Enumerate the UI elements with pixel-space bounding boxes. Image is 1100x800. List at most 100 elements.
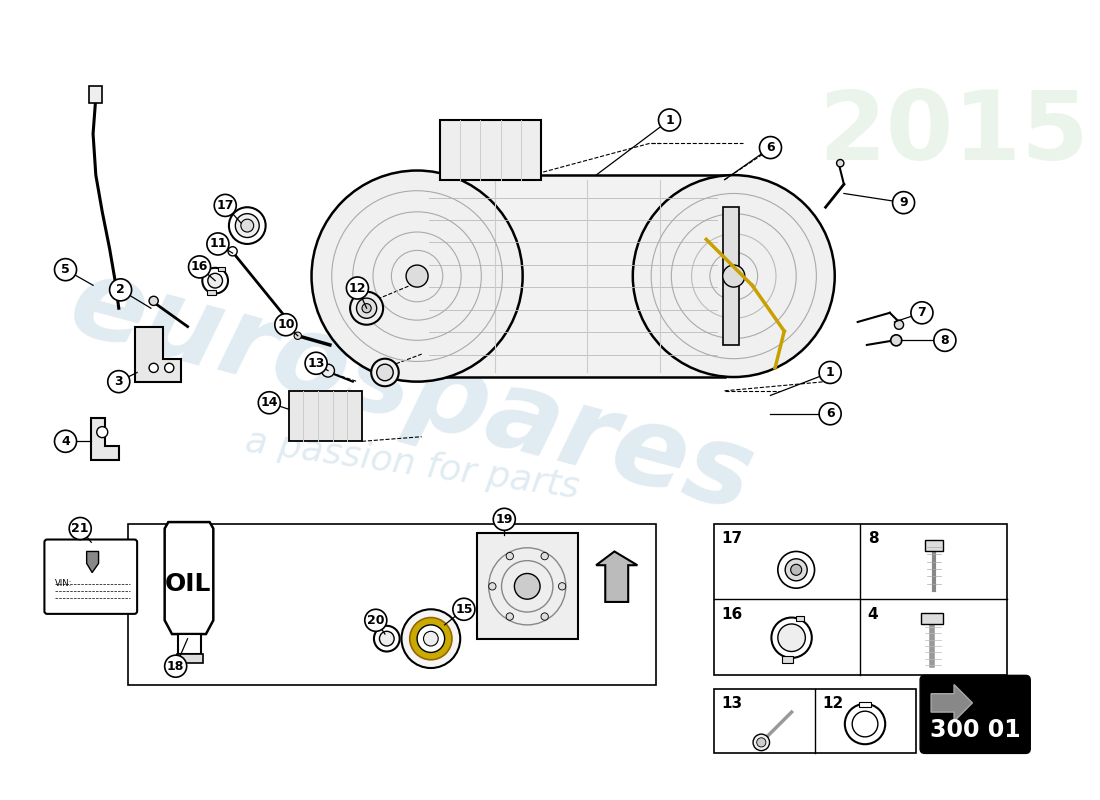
Text: 300 01: 300 01 [930, 718, 1021, 742]
Circle shape [778, 551, 814, 588]
Circle shape [188, 256, 210, 278]
Text: 3: 3 [114, 375, 123, 388]
Circle shape [374, 626, 399, 651]
Text: 9: 9 [900, 196, 908, 209]
Text: eurospares: eurospares [59, 248, 766, 534]
Bar [421, 175, 725, 377]
Bar [288, 391, 362, 442]
Text: 4: 4 [62, 435, 70, 448]
Text: 7: 7 [917, 306, 926, 319]
Circle shape [659, 109, 681, 131]
Polygon shape [165, 522, 213, 634]
Circle shape [934, 330, 956, 351]
Circle shape [356, 298, 376, 318]
Text: 2: 2 [117, 283, 125, 296]
Text: a passion for parts: a passion for parts [243, 424, 582, 505]
Text: 20: 20 [367, 614, 385, 626]
Circle shape [362, 304, 371, 313]
Bar [128, 524, 656, 685]
Circle shape [515, 574, 540, 599]
Text: 21: 21 [72, 522, 89, 535]
Circle shape [379, 631, 394, 646]
Circle shape [229, 207, 265, 244]
Circle shape [892, 192, 914, 214]
Circle shape [150, 363, 158, 373]
Circle shape [55, 430, 77, 452]
Polygon shape [596, 551, 637, 602]
Circle shape [108, 370, 130, 393]
Bar [177, 654, 204, 663]
Circle shape [424, 631, 438, 646]
Circle shape [402, 610, 460, 668]
Circle shape [311, 170, 522, 382]
Circle shape [559, 582, 565, 590]
Circle shape [632, 175, 835, 377]
Circle shape [791, 564, 802, 575]
Circle shape [258, 392, 280, 414]
Circle shape [911, 302, 933, 324]
Circle shape [228, 246, 238, 256]
Circle shape [202, 268, 228, 294]
Text: 5: 5 [62, 263, 70, 276]
Circle shape [778, 624, 805, 651]
Bar [796, 616, 803, 622]
Text: 10: 10 [277, 318, 295, 331]
Circle shape [820, 362, 842, 383]
Bar [714, 524, 1008, 675]
Circle shape [150, 296, 158, 306]
Text: 16: 16 [191, 261, 208, 274]
Bar [207, 290, 216, 295]
Text: 11: 11 [209, 238, 227, 250]
Bar [723, 207, 739, 345]
Text: 6: 6 [826, 407, 835, 420]
Text: 18: 18 [167, 660, 185, 673]
Bar [178, 634, 201, 654]
Circle shape [350, 292, 383, 325]
Text: 15: 15 [455, 602, 473, 616]
Circle shape [376, 364, 393, 381]
Circle shape [346, 277, 368, 299]
Polygon shape [91, 418, 119, 460]
Circle shape [506, 553, 514, 560]
Text: 12: 12 [349, 282, 366, 294]
Bar [782, 656, 793, 663]
Circle shape [97, 426, 108, 438]
Bar [89, 86, 102, 102]
Text: 8: 8 [868, 531, 879, 546]
Circle shape [453, 598, 475, 620]
Circle shape [541, 613, 548, 620]
Text: 17: 17 [217, 199, 234, 212]
Circle shape [409, 618, 452, 660]
Circle shape [208, 274, 222, 288]
Circle shape [165, 655, 187, 678]
Bar [859, 702, 871, 707]
Circle shape [488, 582, 496, 590]
Circle shape [365, 610, 387, 631]
Circle shape [759, 137, 781, 158]
Circle shape [69, 518, 91, 539]
Text: 17: 17 [720, 531, 742, 546]
Text: 13: 13 [307, 357, 324, 370]
Circle shape [275, 314, 297, 336]
Text: 13: 13 [720, 697, 742, 711]
FancyBboxPatch shape [44, 539, 138, 614]
Circle shape [235, 214, 260, 238]
Text: 8: 8 [940, 334, 949, 347]
Circle shape [891, 335, 902, 346]
Circle shape [493, 508, 515, 530]
Circle shape [757, 738, 766, 747]
Circle shape [754, 734, 770, 750]
Circle shape [207, 233, 229, 255]
Text: 19: 19 [496, 513, 513, 526]
Text: OIL: OIL [164, 571, 211, 595]
Circle shape [820, 402, 842, 425]
Bar [925, 539, 943, 550]
Circle shape [55, 258, 77, 281]
Bar [714, 689, 915, 754]
Bar [476, 533, 578, 638]
Circle shape [723, 265, 745, 287]
Circle shape [406, 265, 428, 287]
Circle shape [541, 553, 548, 560]
Polygon shape [931, 685, 972, 722]
Circle shape [417, 625, 444, 653]
